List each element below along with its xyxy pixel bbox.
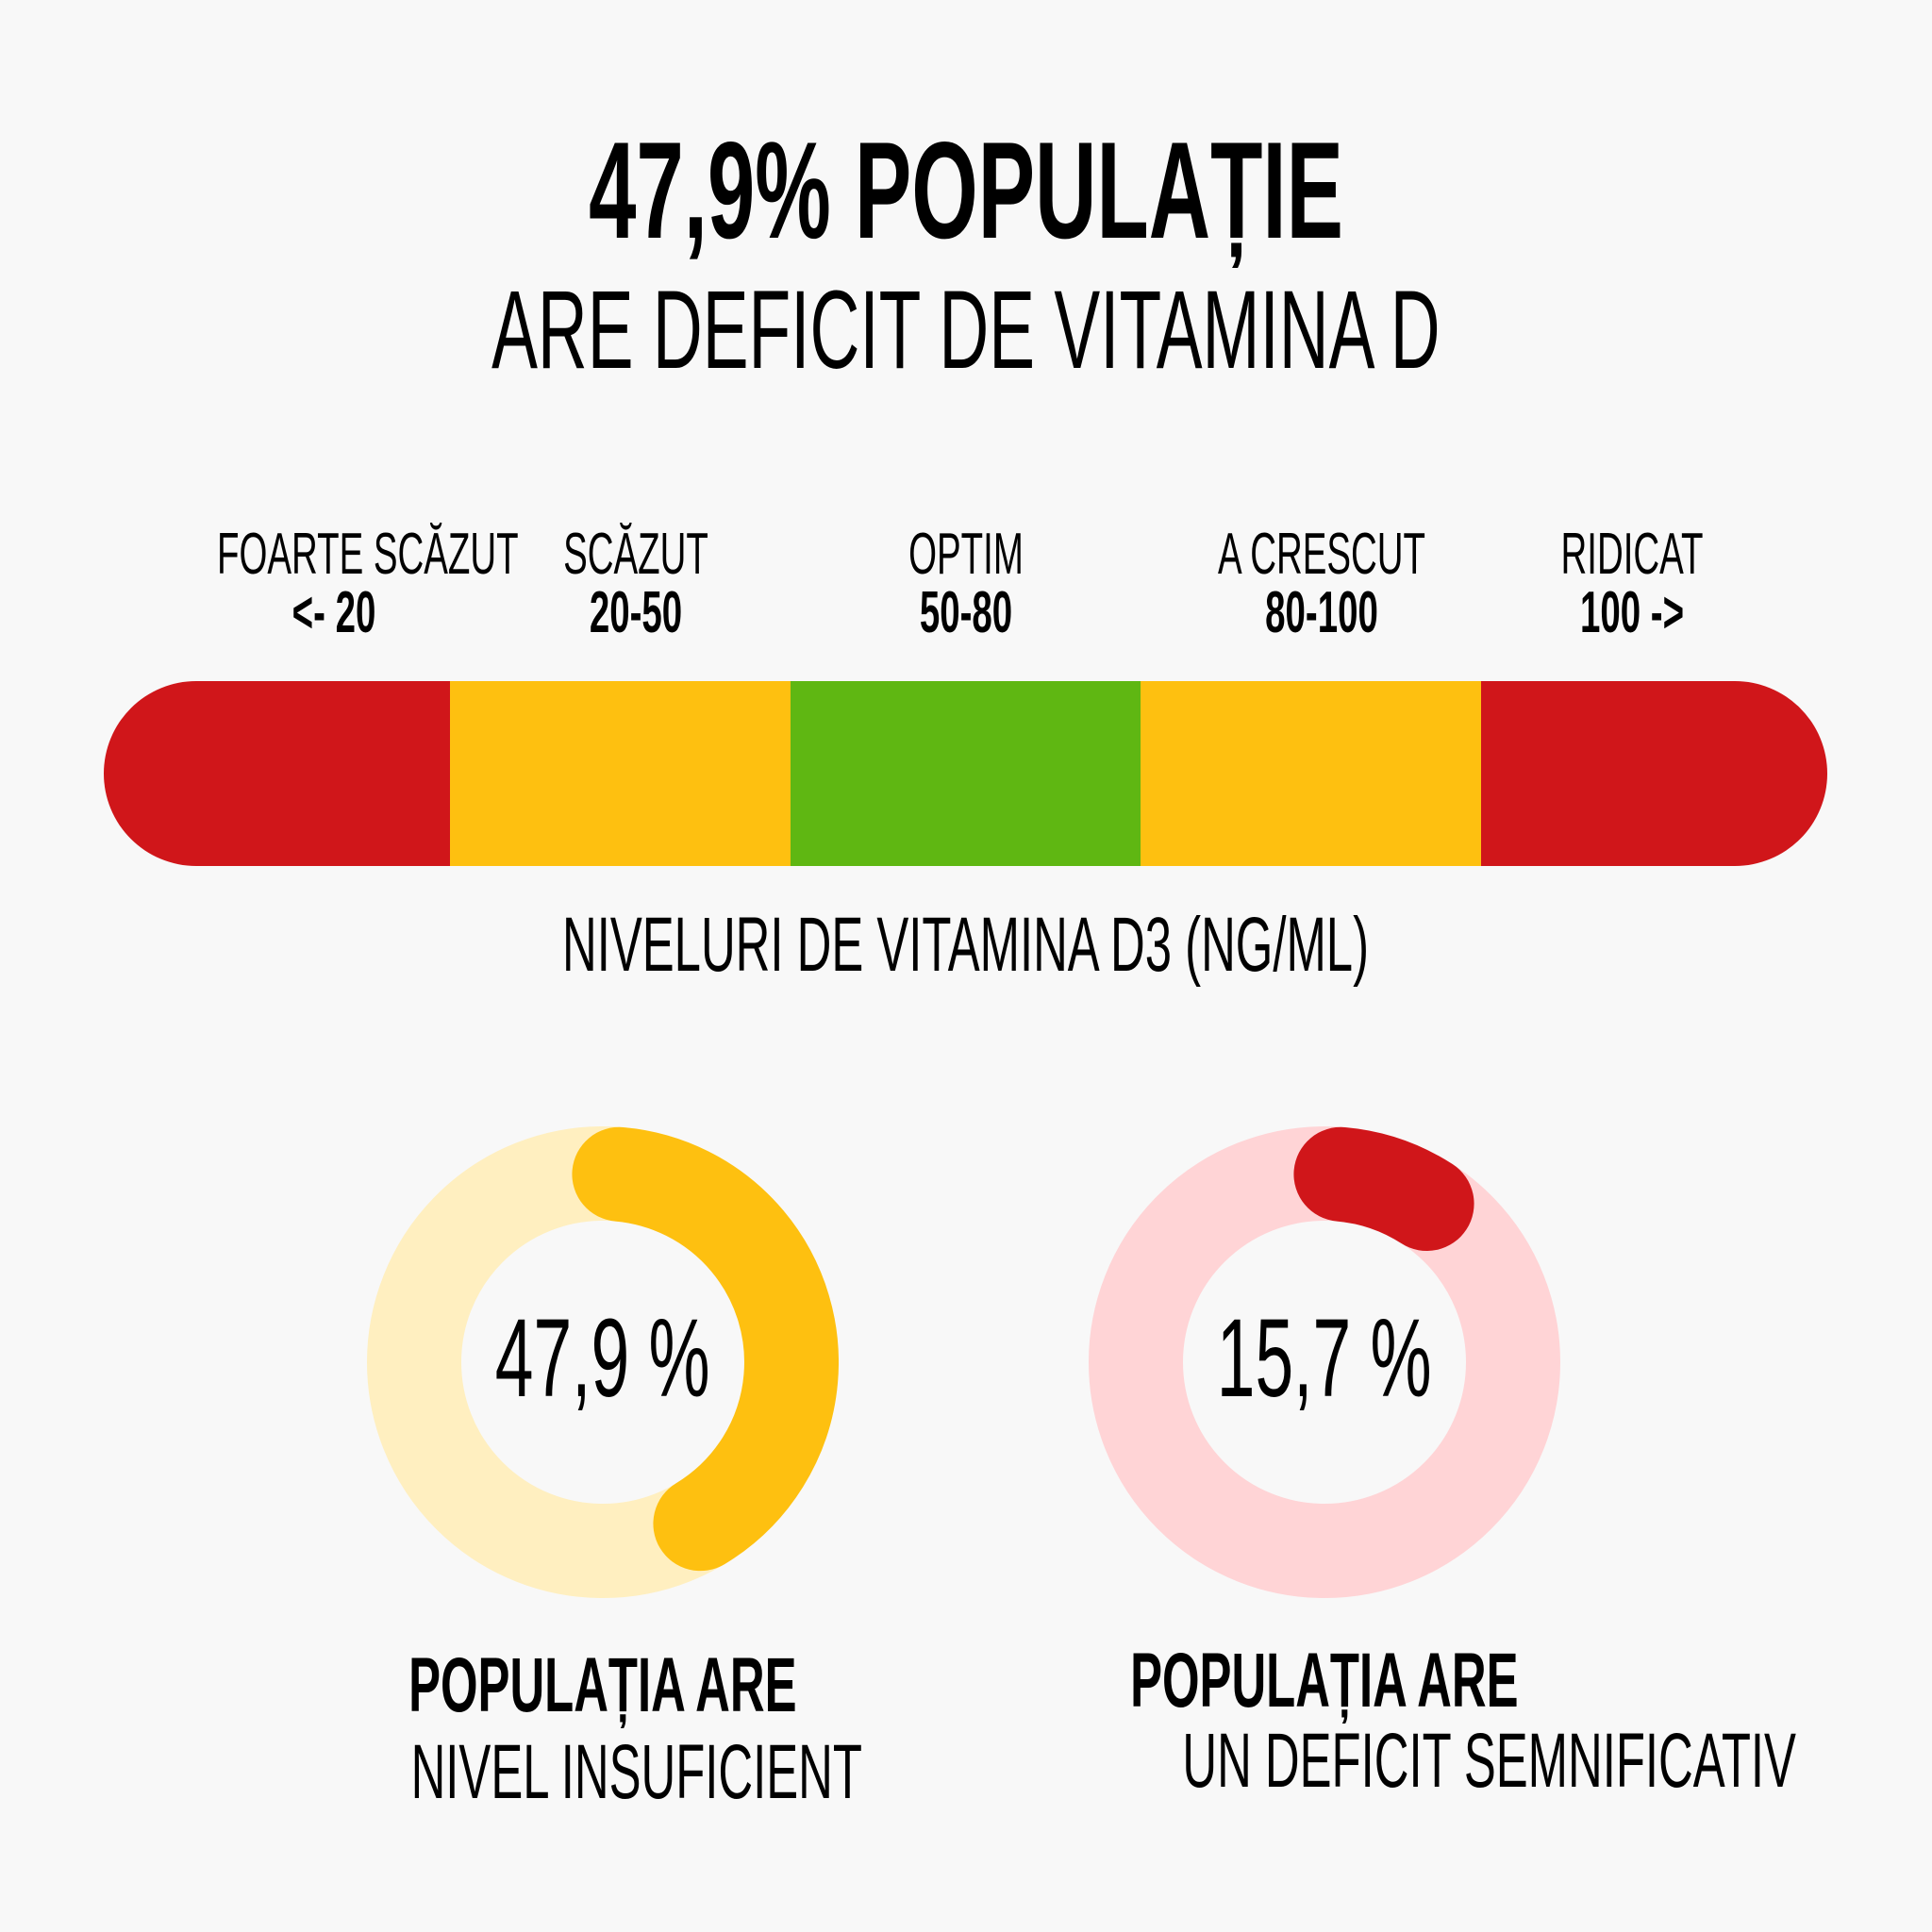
level-range: 80-100 bbox=[1265, 580, 1378, 645]
level-name: RIDICAT bbox=[1560, 522, 1704, 587]
caption-bold-deficit: POPULAȚIA ARE bbox=[994, 1637, 1655, 1725]
donut-insufficient bbox=[367, 1126, 839, 1598]
headline-subtitle: ARE DEFICIT DE VITAMINA D bbox=[0, 266, 1932, 394]
level-name: FOARTE SCĂZUT bbox=[217, 522, 519, 587]
level-range: 100 -> bbox=[1579, 580, 1685, 645]
percent-text: 47,9 % bbox=[495, 1296, 710, 1421]
level-label-low: SCĂZUT 20-50 bbox=[447, 525, 824, 642]
scale-axis-label: NIVELURI DE VITAMINA D3 (NG/ML) bbox=[0, 901, 1932, 990]
bar-segment-high bbox=[1481, 681, 1827, 866]
caption-deficit: UN DEFICIT SEMNIFICATIV bbox=[994, 1717, 1796, 1806]
caption-bold-insufficient: POPULAȚIA ARE bbox=[273, 1641, 933, 1730]
level-label-very-low: FOARTE SCĂZUT <- 20 bbox=[145, 525, 523, 642]
bar-segment-very-low bbox=[104, 681, 450, 866]
scale-axis-label-text: NIVELURI DE VITAMINA D3 (NG/ML) bbox=[562, 902, 1370, 988]
level-range: 20-50 bbox=[589, 580, 683, 645]
vitamin-level-scale-bar bbox=[104, 681, 1827, 866]
donut-percent-insufficient: 47,9 % bbox=[414, 1294, 791, 1423]
level-name: SCĂZUT bbox=[563, 522, 708, 587]
caption-text: POPULAȚIA ARE bbox=[408, 1642, 797, 1728]
headline-title: 47,9% POPULAȚIE bbox=[0, 111, 1932, 270]
caption-text: POPULAȚIA ARE bbox=[1130, 1638, 1519, 1724]
bar-segment-increased bbox=[1141, 681, 1481, 866]
bar-segment-low bbox=[450, 681, 791, 866]
percent-text: 15,7 % bbox=[1217, 1296, 1432, 1421]
caption-text: UN DEFICIT SEMNIFICATIV bbox=[1182, 1718, 1796, 1804]
caption-insufficient: NIVEL INSUFICIENT bbox=[273, 1728, 933, 1817]
level-label-increased: A CRESCUT 80-100 bbox=[1133, 525, 1510, 642]
level-label-high: RIDICAT 100 -> bbox=[1443, 525, 1821, 642]
caption-text: NIVEL INSUFICIENT bbox=[410, 1729, 862, 1815]
donut-arc bbox=[1089, 1126, 1560, 1598]
bar-segment-optimal bbox=[791, 681, 1141, 866]
level-range: <- 20 bbox=[291, 580, 376, 645]
level-name: A CRESCUT bbox=[1217, 522, 1426, 587]
level-name: OPTIM bbox=[908, 522, 1024, 587]
headline-subtitle-text: ARE DEFICIT DE VITAMINA D bbox=[491, 268, 1441, 392]
donut-percent-deficit: 15,7 % bbox=[1136, 1294, 1513, 1423]
donut-significant-deficit bbox=[1089, 1126, 1560, 1598]
donut-arc bbox=[367, 1126, 839, 1598]
headline-title-text: 47,9% POPULAȚIE bbox=[589, 113, 1343, 267]
level-label-optimal: OPTIM 50-80 bbox=[777, 525, 1155, 642]
level-range: 50-80 bbox=[919, 580, 1013, 645]
